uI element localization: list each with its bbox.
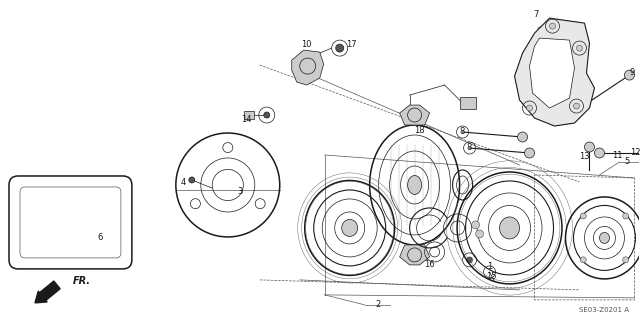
Circle shape <box>625 70 634 80</box>
Text: 11: 11 <box>612 151 623 160</box>
Circle shape <box>573 103 579 109</box>
Text: FR.: FR. <box>73 276 91 286</box>
Polygon shape <box>399 105 429 125</box>
Circle shape <box>518 132 527 142</box>
Circle shape <box>584 142 595 152</box>
Ellipse shape <box>342 219 358 236</box>
Text: 1: 1 <box>487 263 492 271</box>
Text: 12: 12 <box>630 147 640 157</box>
Text: 3: 3 <box>237 188 243 197</box>
Circle shape <box>550 23 556 29</box>
Text: 15: 15 <box>486 272 497 281</box>
Polygon shape <box>515 18 595 126</box>
Circle shape <box>623 213 628 219</box>
Ellipse shape <box>408 175 422 195</box>
Text: 2: 2 <box>375 300 380 309</box>
Circle shape <box>189 177 195 183</box>
Ellipse shape <box>600 233 609 243</box>
Circle shape <box>472 221 479 229</box>
Text: 8: 8 <box>466 143 471 152</box>
Bar <box>460 97 476 109</box>
Circle shape <box>577 45 582 51</box>
Circle shape <box>467 257 472 263</box>
Circle shape <box>580 257 586 263</box>
Text: 14: 14 <box>241 115 252 123</box>
Text: 8: 8 <box>459 127 464 136</box>
Text: 18: 18 <box>414 125 425 135</box>
FancyArrow shape <box>35 281 60 303</box>
Circle shape <box>525 148 534 158</box>
Circle shape <box>527 105 532 111</box>
Circle shape <box>580 213 586 219</box>
Text: 16: 16 <box>424 260 435 270</box>
Polygon shape <box>292 50 324 85</box>
Text: 5: 5 <box>625 158 630 167</box>
Bar <box>244 111 254 119</box>
Polygon shape <box>399 245 429 265</box>
Text: SE03-Z0201 A: SE03-Z0201 A <box>579 307 629 313</box>
Text: 9: 9 <box>630 68 635 77</box>
Text: 10: 10 <box>301 40 312 48</box>
Text: 7: 7 <box>533 10 538 19</box>
Text: 6: 6 <box>97 234 102 242</box>
Circle shape <box>623 257 628 263</box>
Text: 4: 4 <box>180 178 186 188</box>
Circle shape <box>595 148 604 158</box>
Circle shape <box>264 112 269 118</box>
Text: 13: 13 <box>579 152 590 160</box>
Circle shape <box>476 230 484 238</box>
Text: 17: 17 <box>346 40 357 48</box>
Ellipse shape <box>500 217 520 239</box>
Polygon shape <box>529 38 575 108</box>
Circle shape <box>336 44 344 52</box>
